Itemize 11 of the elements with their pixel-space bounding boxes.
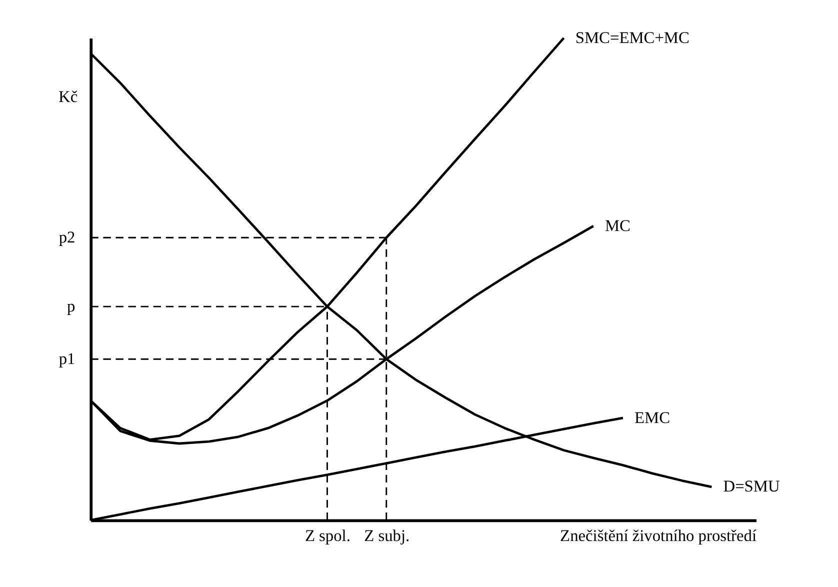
x-tick-label: Z subj. [364,526,410,545]
series-label: SMC=EMC+MC [575,28,690,47]
ref-line-label: p2 [58,227,76,246]
x-tick-label: Z spol. [304,526,350,545]
series-label: EMC [634,408,670,427]
y-axis-title: Kč [58,87,78,106]
series-label: D=SMU [723,476,780,496]
x-axis-title: Znečištění životního prostředí [560,526,757,545]
ref-line-label: p [67,296,76,316]
ref-line-label: p1 [58,348,76,368]
series-label: MC [604,216,631,235]
